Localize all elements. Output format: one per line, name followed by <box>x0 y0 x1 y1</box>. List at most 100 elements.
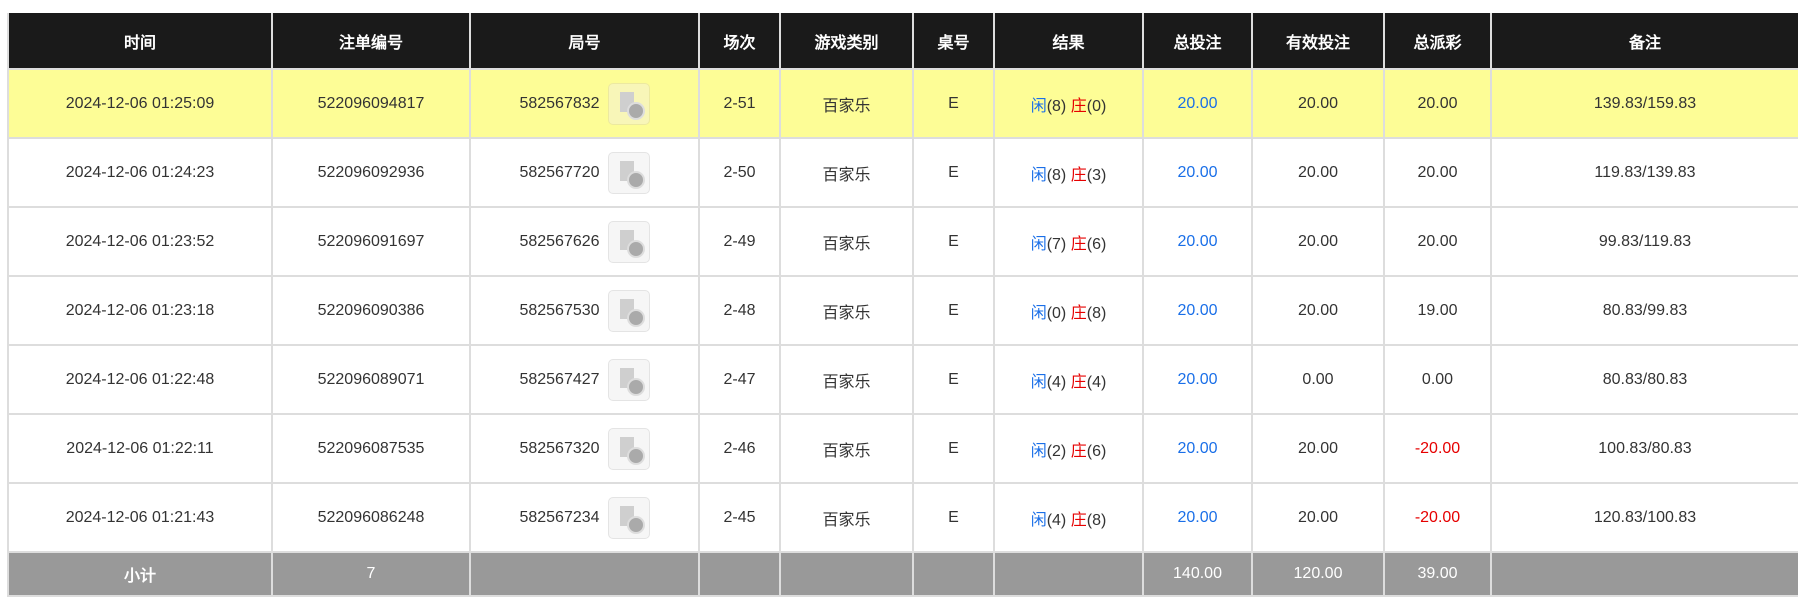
table-row: 2024-12-06 01:23:52 522096091697 5825676… <box>7 206 1798 277</box>
video-replay-icon[interactable] <box>607 358 650 401</box>
column-header: 时间 <box>7 13 273 70</box>
round-number: 582567626 <box>519 232 600 250</box>
banker-score: (6) <box>1086 442 1107 460</box>
session-cell: 2-50 <box>698 137 781 208</box>
column-header: 备注 <box>1490 13 1798 70</box>
time-cell: 2024-12-06 01:21:43 <box>7 482 273 553</box>
empty-cell <box>698 551 781 597</box>
note-cell: 139.83/159.83 <box>1490 68 1798 139</box>
note-cell: 119.83/139.83 <box>1490 137 1798 208</box>
game-cell: 百家乐 <box>779 137 914 208</box>
bet-id-cell: 522096089071 <box>271 344 471 415</box>
round-cell: 582567234 <box>469 482 700 553</box>
time-cell: 2024-12-06 01:22:48 <box>7 344 273 415</box>
valid-bet-cell: 20.00 <box>1251 482 1385 553</box>
banker-label: 庄 <box>1070 442 1087 460</box>
session-cell: 2-45 <box>698 482 781 553</box>
table-row: 2024-12-06 01:22:48 522096089071 5825674… <box>7 344 1798 415</box>
video-replay-icon[interactable] <box>607 427 650 470</box>
payout-cell: -20.00 <box>1383 482 1492 553</box>
empty-cell <box>912 551 995 597</box>
video-replay-icon[interactable] <box>607 220 650 263</box>
result-cell: 闲(8) 庄(3) <box>993 137 1144 208</box>
note-cell: 80.83/99.83 <box>1490 275 1798 346</box>
table-row: 2024-12-06 01:23:18 522096090386 5825675… <box>7 275 1798 346</box>
empty-cell <box>779 551 914 597</box>
session-cell: 2-51 <box>698 68 781 139</box>
round-cell: 582567720 <box>469 137 700 208</box>
game-cell: 百家乐 <box>779 413 914 484</box>
round-number: 582567832 <box>519 94 600 112</box>
time-cell: 2024-12-06 01:22:11 <box>7 413 273 484</box>
total-bet-cell: 20.00 <box>1142 137 1253 208</box>
game-cell: 百家乐 <box>779 275 914 346</box>
table-cell: E <box>912 275 995 346</box>
banker-label: 庄 <box>1070 166 1087 184</box>
subtotal-row: 小计 7 140.00 120.00 39.00 <box>7 551 1798 597</box>
column-header: 局号 <box>469 13 700 70</box>
player-label: 闲 <box>1030 97 1047 115</box>
session-cell: 2-49 <box>698 206 781 277</box>
column-header: 有效投注 <box>1251 13 1385 70</box>
game-cell: 百家乐 <box>779 68 914 139</box>
payout-cell: 19.00 <box>1383 275 1492 346</box>
player-label: 闲 <box>1030 304 1047 322</box>
result-cell: 闲(0) 庄(8) <box>993 275 1144 346</box>
table-cell: E <box>912 413 995 484</box>
bet-id-cell: 522096090386 <box>271 275 471 346</box>
session-cell: 2-47 <box>698 344 781 415</box>
bet-id-cell: 522096087535 <box>271 413 471 484</box>
round-cell: 582567320 <box>469 413 700 484</box>
round-number: 582567234 <box>519 508 600 526</box>
subtotal-label: 小计 <box>7 551 273 597</box>
banker-label: 庄 <box>1070 304 1087 322</box>
video-replay-icon[interactable] <box>607 151 650 194</box>
payout-cell: 20.00 <box>1383 137 1492 208</box>
banker-label: 庄 <box>1070 373 1087 391</box>
column-header: 总投注 <box>1142 13 1253 70</box>
total-bet-cell: 20.00 <box>1142 413 1253 484</box>
empty-cell <box>1490 551 1798 597</box>
player-score: (8) <box>1046 97 1067 115</box>
round-cell: 582567832 <box>469 68 700 139</box>
valid-bet-cell: 20.00 <box>1251 137 1385 208</box>
table-row: 2024-12-06 01:21:43 522096086248 5825672… <box>7 482 1798 553</box>
valid-bet-cell: 20.00 <box>1251 206 1385 277</box>
video-replay-icon[interactable] <box>607 496 650 539</box>
table-cell: E <box>912 137 995 208</box>
total-bet-cell: 20.00 <box>1142 482 1253 553</box>
column-header: 结果 <box>993 13 1144 70</box>
total-bet-cell: 20.00 <box>1142 275 1253 346</box>
result-cell: 闲(4) 庄(4) <box>993 344 1144 415</box>
player-label: 闲 <box>1030 235 1047 253</box>
note-cell: 99.83/119.83 <box>1490 206 1798 277</box>
valid-bet-cell: 20.00 <box>1251 68 1385 139</box>
bet-id-cell: 522096092936 <box>271 137 471 208</box>
game-cell: 百家乐 <box>779 344 914 415</box>
banker-score: (6) <box>1086 235 1107 253</box>
video-replay-icon[interactable] <box>607 289 650 332</box>
table-cell: E <box>912 68 995 139</box>
result-cell: 闲(2) 庄(6) <box>993 413 1144 484</box>
result-cell: 闲(8) 庄(0) <box>993 68 1144 139</box>
payout-cell: -20.00 <box>1383 413 1492 484</box>
table-cell: E <box>912 344 995 415</box>
player-score: (7) <box>1046 235 1067 253</box>
table-row: 2024-12-06 01:24:23 522096092936 5825677… <box>7 137 1798 208</box>
round-number: 582567530 <box>519 301 600 319</box>
payout-cell: 0.00 <box>1383 344 1492 415</box>
round-cell: 582567626 <box>469 206 700 277</box>
column-header: 场次 <box>698 13 781 70</box>
total-bet-cell: 20.00 <box>1142 206 1253 277</box>
empty-cell <box>993 551 1144 597</box>
subtotal-count: 7 <box>271 551 471 597</box>
round-cell: 582567427 <box>469 344 700 415</box>
player-label: 闲 <box>1030 166 1047 184</box>
result-cell: 闲(7) 庄(6) <box>993 206 1144 277</box>
player-score: (0) <box>1046 304 1067 322</box>
table-row: 2024-12-06 01:22:11 522096087535 5825673… <box>7 413 1798 484</box>
note-cell: 120.83/100.83 <box>1490 482 1798 553</box>
column-header: 总派彩 <box>1383 13 1492 70</box>
video-replay-icon[interactable] <box>607 82 650 125</box>
banker-label: 庄 <box>1070 97 1087 115</box>
